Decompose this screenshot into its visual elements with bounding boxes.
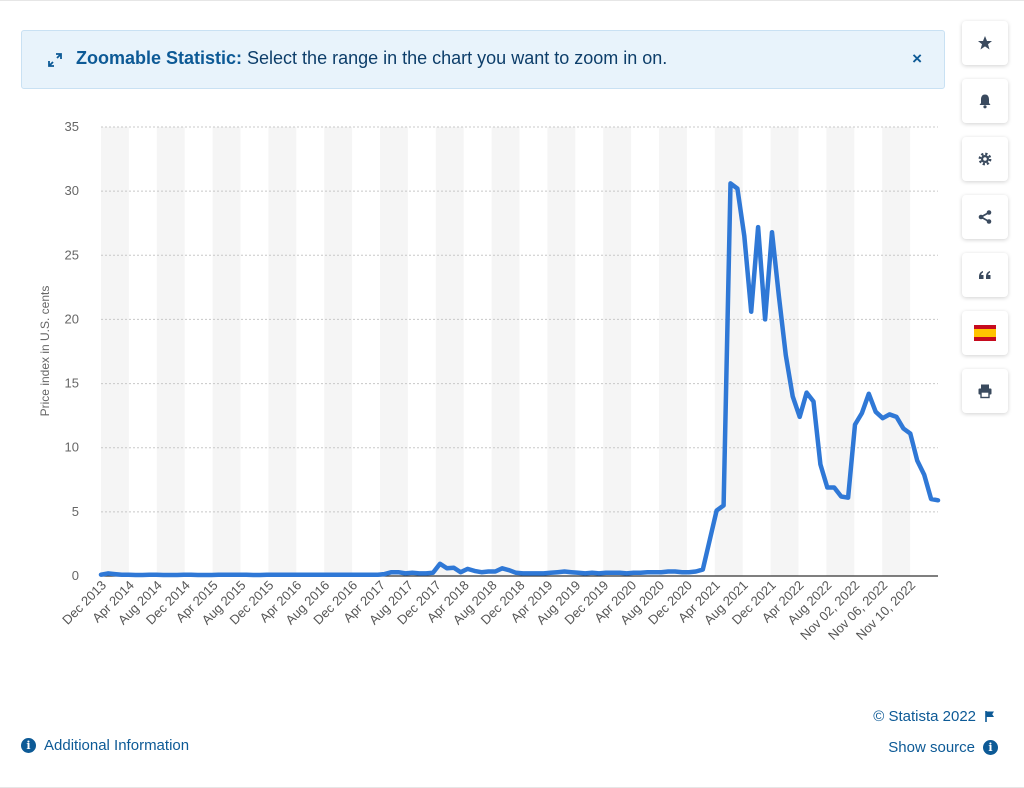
background-band [212,127,241,576]
y-axis-title: Price index in U.S. cents [38,286,52,417]
background-band [380,127,408,576]
background-band [491,127,520,576]
y-tick-label: 5 [72,504,79,519]
banner-bold-label: Zoomable Statistic: [76,48,243,68]
share-button[interactable] [962,195,1008,239]
background-band [603,127,632,576]
star-icon [978,36,992,50]
background-band [435,127,464,576]
gear-icon [978,152,992,166]
show-source-label: Show source [888,739,975,756]
info-icon: i [983,740,998,755]
background-band [826,127,855,576]
background-band [324,127,353,576]
banner-instructions: Select the range in the chart you want t… [242,48,668,68]
background-band [101,127,129,576]
cite-button[interactable] [962,253,1008,297]
background-band [156,127,185,576]
additional-information-label: Additional Information [44,737,190,754]
quote-icon [979,271,991,279]
y-tick-label: 25 [65,247,79,262]
y-tick-label: 35 [65,119,79,134]
settings-button[interactable] [962,137,1008,181]
background-band [659,127,687,576]
additional-information-link[interactable]: i Additional Information [21,737,189,754]
notification-button[interactable] [962,79,1008,123]
chart-gridlines [101,126,938,513]
y-axis-ticks: 0 5 10 15 20 25 30 35 [65,119,79,583]
share-icon [978,210,992,224]
bell-icon [979,94,991,109]
show-source-link[interactable]: Show source i [888,739,998,756]
y-tick-label: 0 [72,568,79,583]
close-banner-button[interactable]: × [912,49,922,68]
language-button[interactable] [962,311,1008,355]
top-divider [0,0,1024,1]
background-band [547,127,576,576]
chart-background-bands [101,127,911,576]
price-index-line[interactable] [98,181,941,578]
info-icon: i [21,738,36,753]
banner-text: Zoomable Statistic: Select the range in … [76,48,667,69]
y-tick-label: 30 [65,183,79,198]
spain-flag-icon [974,325,996,341]
expand-arrows-icon [48,53,62,67]
favorite-button[interactable] [962,21,1008,65]
zoomable-statistic-banner: Zoomable Statistic: Select the range in … [21,30,945,89]
flag-icon[interactable] [984,710,996,723]
y-tick-label: 10 [65,440,79,455]
statista-credit[interactable]: © Statista 2022 [873,708,976,725]
background-band [268,127,297,576]
printer-icon [978,384,992,399]
y-tick-label: 20 [65,311,79,326]
background-band [882,127,911,576]
y-tick-label: 15 [65,376,79,391]
print-button[interactable] [962,369,1008,413]
